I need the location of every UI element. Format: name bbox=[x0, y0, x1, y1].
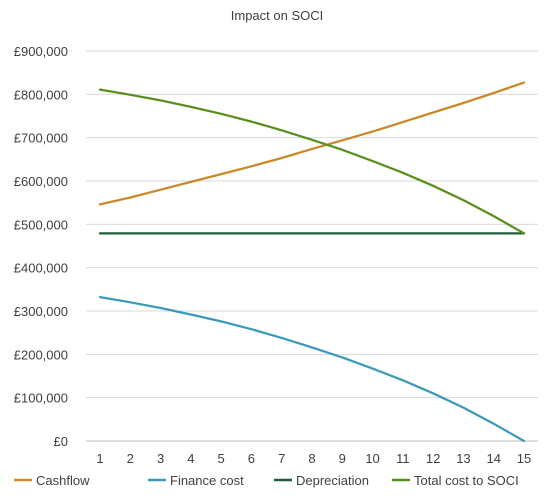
y-tick-label: £0 bbox=[54, 434, 68, 449]
series-line bbox=[98, 295, 526, 443]
y-tick-label: £100,000 bbox=[14, 391, 68, 406]
y-tick-label: £800,000 bbox=[14, 87, 68, 102]
series-line bbox=[98, 88, 526, 235]
legend: Cashflow Finance cost Depreciation Total co… bbox=[14, 473, 519, 488]
axes: £0 £100,000 £200,000 £300,000 £400,000 £500,0… bbox=[14, 44, 538, 466]
x-tick-label: 6 bbox=[248, 451, 255, 466]
x-tick-label: 5 bbox=[218, 451, 225, 466]
x-tick-label: 3 bbox=[157, 451, 164, 466]
y-tick-label: £200,000 bbox=[14, 347, 68, 362]
y-tick-label: £500,000 bbox=[14, 217, 68, 232]
series-line bbox=[98, 81, 526, 206]
y-tick-label: £400,000 bbox=[14, 261, 68, 276]
x-tick-label: 10 bbox=[365, 451, 379, 466]
y-tick-label: £700,000 bbox=[14, 131, 68, 146]
x-tick-label: 12 bbox=[426, 451, 440, 466]
x-tick-label: 1 bbox=[96, 451, 103, 466]
x-tick-label: 7 bbox=[278, 451, 285, 466]
x-tick-label: 13 bbox=[456, 451, 470, 466]
legend-label: Finance cost bbox=[170, 473, 244, 488]
series-lines bbox=[98, 81, 526, 443]
y-tick-label: £600,000 bbox=[14, 174, 68, 189]
legend-label: Depreciation bbox=[296, 473, 369, 488]
legend-label: Cashflow bbox=[36, 473, 90, 488]
x-tick-label: 8 bbox=[308, 451, 315, 466]
y-tick-label: £900,000 bbox=[14, 44, 68, 59]
x-tick-label: 2 bbox=[127, 451, 134, 466]
x-tick-label: 14 bbox=[486, 451, 500, 466]
chart-title: Impact on SOCI bbox=[231, 8, 323, 23]
x-tick-label: 9 bbox=[339, 451, 346, 466]
x-tick-label: 15 bbox=[517, 451, 531, 466]
y-tick-label: £300,000 bbox=[14, 304, 68, 319]
gridlines bbox=[86, 50, 538, 399]
legend-label: Total cost to SOCI bbox=[414, 473, 519, 488]
x-tick-label: 11 bbox=[396, 451, 410, 466]
x-tick-label: 4 bbox=[187, 451, 194, 466]
